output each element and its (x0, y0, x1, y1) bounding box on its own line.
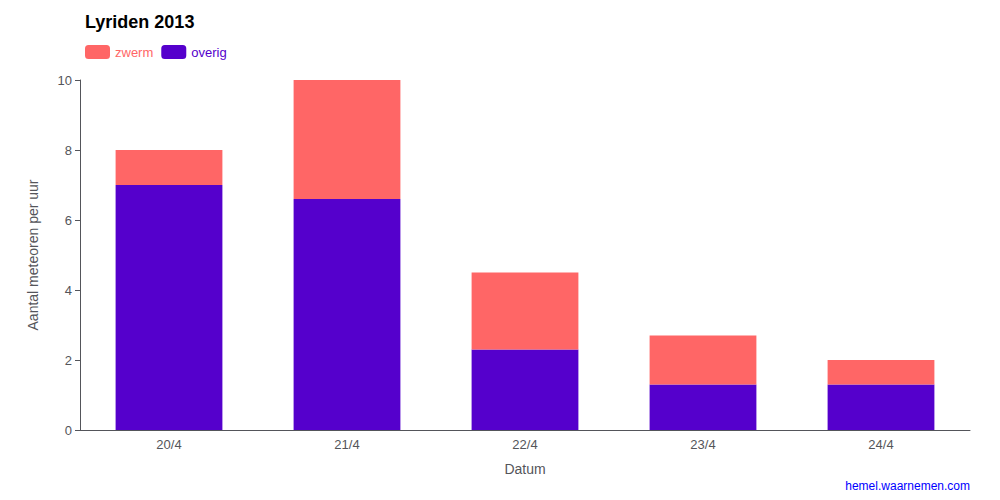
svg-text:0: 0 (65, 423, 72, 438)
svg-text:Datum: Datum (504, 461, 545, 477)
svg-text:21/4: 21/4 (334, 437, 359, 452)
svg-text:Aantal meteoren per uur: Aantal meteoren per uur (25, 179, 41, 330)
svg-text:8: 8 (65, 143, 72, 158)
svg-text:23/4: 23/4 (690, 437, 715, 452)
svg-text:overig: overig (191, 45, 226, 60)
svg-text:hemel.waarnemen.com: hemel.waarnemen.com (845, 479, 970, 493)
svg-text:4: 4 (65, 283, 72, 298)
svg-text:Lyriden 2013: Lyriden 2013 (85, 12, 194, 32)
svg-text:24/4: 24/4 (868, 437, 893, 452)
svg-text:10: 10 (58, 73, 72, 88)
svg-text:zwerm: zwerm (115, 45, 153, 60)
svg-text:2: 2 (65, 353, 72, 368)
svg-text:6: 6 (65, 213, 72, 228)
svg-text:20/4: 20/4 (156, 437, 181, 452)
svg-text:22/4: 22/4 (512, 437, 537, 452)
